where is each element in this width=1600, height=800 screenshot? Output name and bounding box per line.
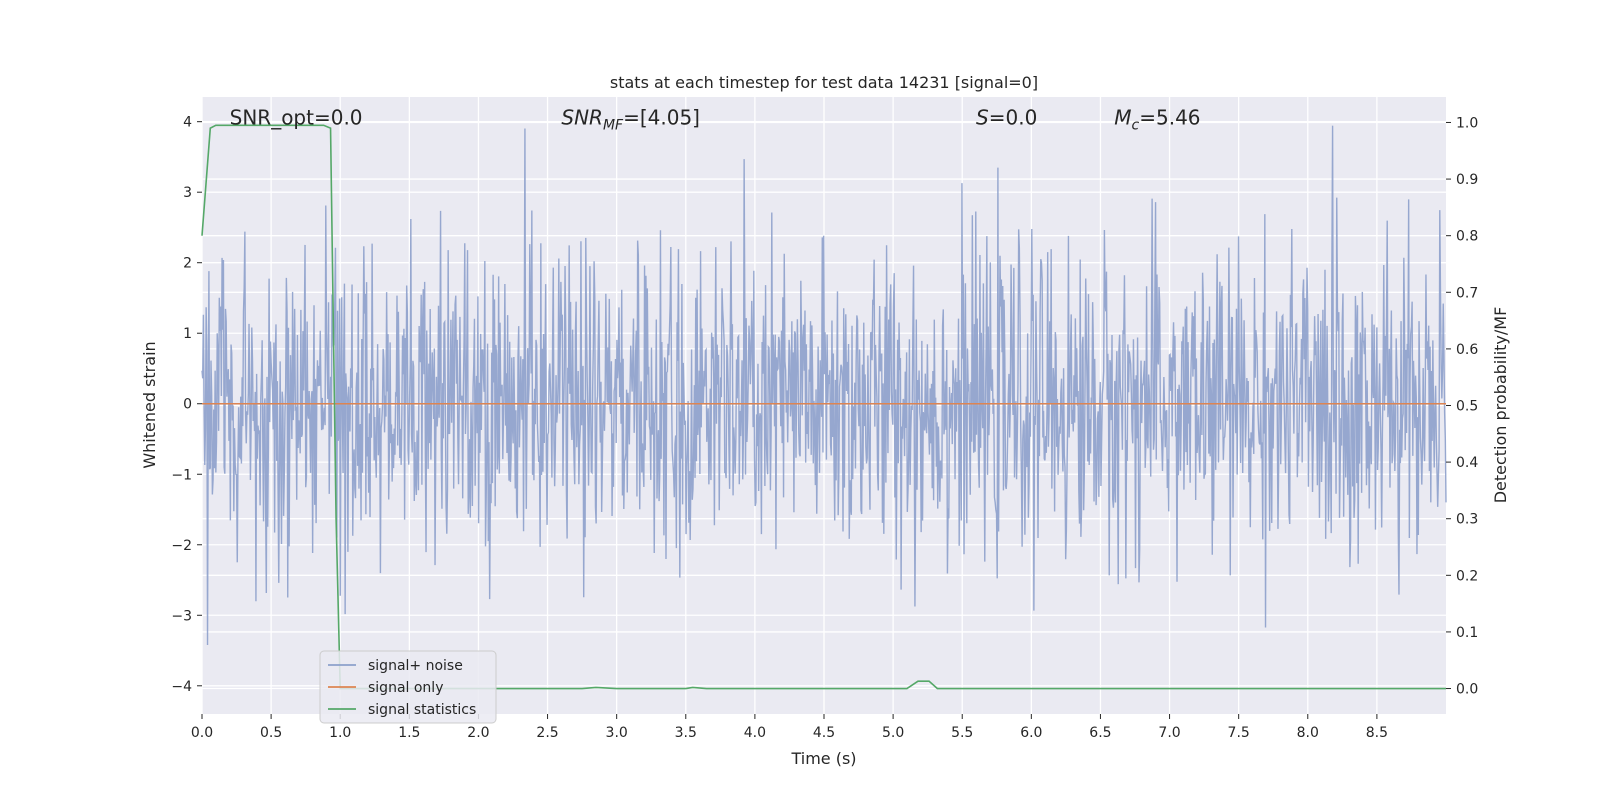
legend-label-1: signal only [368, 680, 443, 696]
x-tick-label: 1.0 [329, 725, 351, 741]
y-tick-label: 3 [183, 185, 192, 201]
x-tick-label: 2.5 [536, 725, 558, 741]
y-tick-label: 0 [183, 397, 192, 413]
y-right-tick-label: 0.4 [1456, 455, 1478, 471]
legend-label-0: signal+ noise [368, 658, 463, 674]
y-right-tick-label: 0.0 [1456, 682, 1478, 698]
x-tick-label: 8.0 [1297, 725, 1319, 741]
annotation-2: S=0.0 [976, 106, 1037, 130]
x-axis-label: Time (s) [790, 749, 856, 768]
y-right-tick-label: 0.5 [1456, 399, 1478, 415]
y-right-tick-label: 0.8 [1456, 229, 1478, 245]
x-tick-label: 3.5 [675, 725, 697, 741]
y-right-tick-label: 1.0 [1456, 115, 1478, 131]
x-tick-label: 7.0 [1158, 725, 1180, 741]
y-right-tick-label: 0.3 [1456, 512, 1478, 528]
legend-label-2: signal statistics [368, 702, 476, 718]
x-tick-label: 6.0 [1020, 725, 1042, 741]
series-signal-noise [201, 125, 1447, 646]
annotation-1: SNRMF=[4.05] [561, 106, 700, 134]
x-tick-label: 7.5 [1228, 725, 1250, 741]
annotation-3: Mc=5.46 [1114, 106, 1200, 134]
y-axis-label: Whitened strain [140, 341, 159, 468]
annotations: SNR_opt=0.0 SNRMF=[4.05] S=0.0 Mc=5.46 [230, 106, 1201, 134]
chart-title: stats at each timestep for test data 142… [610, 73, 1038, 92]
x-tick-label: 0.0 [191, 725, 213, 741]
x-axis-ticks: 0.0 0.5 1.0 1.5 2.0 2.5 3.0 3.5 4.0 4.5 5.0 5.5 6.0 6… [191, 714, 1388, 741]
x-tick-label: 4.0 [744, 725, 766, 741]
y-tick-label: 1 [183, 326, 192, 342]
signal-noise-series [201, 125, 1447, 646]
x-tick-label: 5.0 [882, 725, 904, 741]
x-tick-label: 4.5 [813, 725, 835, 741]
x-tick-label: 2.0 [467, 725, 489, 741]
y-right-tick-label: 0.9 [1456, 172, 1478, 188]
y-tick-label: 2 [183, 256, 192, 272]
x-tick-label: 3.0 [606, 725, 628, 741]
y-tick-label: −2 [171, 538, 192, 554]
y-right-tick-label: 0.7 [1456, 285, 1478, 301]
y-tick-label: −1 [171, 467, 192, 483]
y-right-tick-label: 0.1 [1456, 625, 1478, 641]
x-tick-label: 6.5 [1089, 725, 1111, 741]
series-line-1 [201, 124, 1446, 690]
x-tick-label: 1.5 [398, 725, 420, 741]
line-series [201, 124, 1446, 690]
y-axis-ticks: −4 −3 −2 −1 0 1 2 3 4 [171, 115, 202, 695]
legend-box [319, 650, 497, 724]
y-axis-right-ticks: 0.0 0.1 0.2 0.3 0.4 0.5 0.6 0.7 0.8 0.9 1.0 [1446, 115, 1478, 698]
x-tick-label: 5.5 [951, 725, 973, 741]
y-right-tick-label: 0.2 [1456, 568, 1478, 584]
annotation-0: SNR_opt=0.0 [230, 106, 363, 130]
x-tick-label: 0.5 [260, 725, 282, 741]
y-tick-label: 4 [183, 115, 192, 131]
y-tick-label: −3 [171, 608, 192, 624]
y-right-tick-label: 0.6 [1456, 342, 1478, 358]
x-tick-label: 8.5 [1366, 725, 1388, 741]
y-tick-label: −4 [171, 679, 192, 695]
y-axis-right-label: Detection probability/MF [1491, 307, 1510, 504]
legend: signal+ noise signal only signal statistic… [319, 650, 497, 724]
